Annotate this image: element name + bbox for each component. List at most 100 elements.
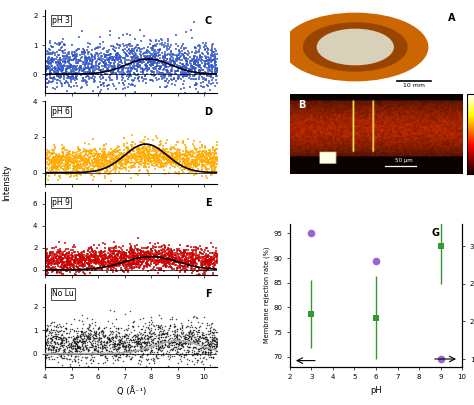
Point [71, 354, 79, 360]
Point [98, 342, 106, 349]
Point [43, 255, 50, 261]
Point [130, 347, 137, 354]
Point [100, 59, 108, 66]
Point [206, 341, 213, 348]
Point [87, 149, 95, 155]
Point [205, 157, 213, 164]
Point [109, 153, 117, 159]
Point [179, 252, 186, 258]
Point [127, 240, 134, 247]
Point [63, 263, 71, 270]
Point [167, 57, 174, 63]
Point [56, 323, 64, 330]
Point [95, 154, 102, 161]
Point [195, 59, 202, 66]
Point [75, 338, 82, 345]
Point [58, 63, 65, 70]
Point [94, 164, 101, 170]
Point [193, 159, 201, 166]
Point [81, 271, 89, 277]
Point [183, 323, 191, 330]
Point [114, 256, 122, 262]
Point [173, 350, 180, 356]
Point [65, 258, 73, 264]
Point [119, 254, 127, 261]
Point [116, 339, 123, 345]
Point [75, 65, 82, 72]
Point [198, 245, 205, 252]
Point [134, 245, 141, 252]
Point [95, 162, 102, 169]
Point [90, 265, 98, 272]
Point [131, 257, 138, 264]
Point [140, 147, 148, 154]
Point [62, 78, 69, 85]
Point [180, 247, 187, 254]
Point [109, 71, 116, 77]
Point [113, 144, 121, 151]
Point [64, 171, 72, 177]
Point [141, 153, 148, 160]
Point [189, 64, 197, 70]
Point [110, 258, 118, 265]
Point [68, 325, 75, 332]
Point [69, 65, 77, 72]
Point [77, 157, 85, 163]
Point [50, 162, 57, 168]
Point [51, 349, 58, 356]
Point [210, 272, 217, 278]
Point [182, 349, 190, 356]
Point [194, 350, 202, 357]
Point [163, 350, 170, 356]
Point [55, 347, 63, 354]
Point [71, 55, 79, 61]
Point [155, 332, 163, 338]
Point [107, 266, 115, 272]
Point [146, 152, 154, 158]
Point [85, 245, 93, 252]
Point [137, 330, 145, 336]
Point [91, 265, 99, 272]
Point [85, 149, 92, 156]
Point [143, 338, 151, 345]
Point [186, 344, 193, 351]
Point [136, 257, 144, 263]
Point [112, 258, 120, 264]
Point [147, 338, 155, 345]
Point [172, 160, 179, 166]
Point [124, 343, 132, 350]
Point [51, 259, 59, 266]
Point [88, 58, 95, 64]
Point [163, 63, 170, 70]
Point [81, 341, 89, 348]
Point [96, 66, 103, 73]
Point [85, 262, 92, 268]
Point [43, 268, 51, 274]
Point [82, 71, 90, 77]
Point [204, 57, 212, 64]
Point [67, 342, 75, 348]
Point [149, 243, 156, 249]
Point [116, 62, 124, 68]
Point [161, 252, 168, 258]
Point [66, 61, 74, 68]
Point [94, 158, 101, 164]
Point [92, 330, 100, 337]
Point [137, 59, 145, 66]
Point [76, 350, 84, 356]
Point [46, 70, 54, 76]
Point [149, 43, 156, 49]
Point [77, 64, 85, 70]
Point [210, 159, 217, 165]
Point [196, 158, 203, 164]
Point [48, 67, 56, 74]
Point [184, 156, 191, 162]
Point [100, 55, 107, 62]
Point [156, 339, 164, 345]
Point [137, 66, 145, 72]
Point [206, 345, 213, 352]
Point [125, 164, 133, 170]
Point [93, 94, 100, 100]
Point [137, 316, 144, 323]
Point [83, 58, 91, 65]
